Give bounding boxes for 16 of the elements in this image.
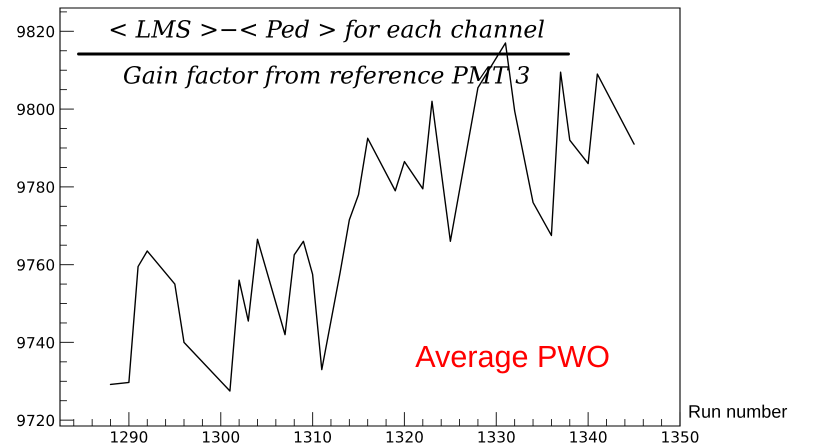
x-tick-label: 1330 [478,431,515,443]
x-tick-label: 1350 [662,431,698,443]
x-tick-label: 1300 [202,431,240,443]
y-tick-label: 9760 [17,259,54,271]
y-tick-label: 9720 [17,414,54,426]
annotation: Average PWO [415,346,609,374]
x-tick-label: 1290 [111,431,148,443]
chart-title: < LMS >−< Ped > for each channel [110,20,544,42]
y-tick-label: 9780 [17,181,54,193]
x-axis-title: Run number [689,404,788,418]
y-tick-label: 9820 [17,26,54,38]
x-tick-label: 1310 [294,431,332,443]
x-tick-label: 1340 [570,431,607,443]
x-tick-label: 1320 [386,431,423,443]
y-tick-label: 9740 [17,336,54,348]
y-tick-label: 9800 [17,104,54,116]
